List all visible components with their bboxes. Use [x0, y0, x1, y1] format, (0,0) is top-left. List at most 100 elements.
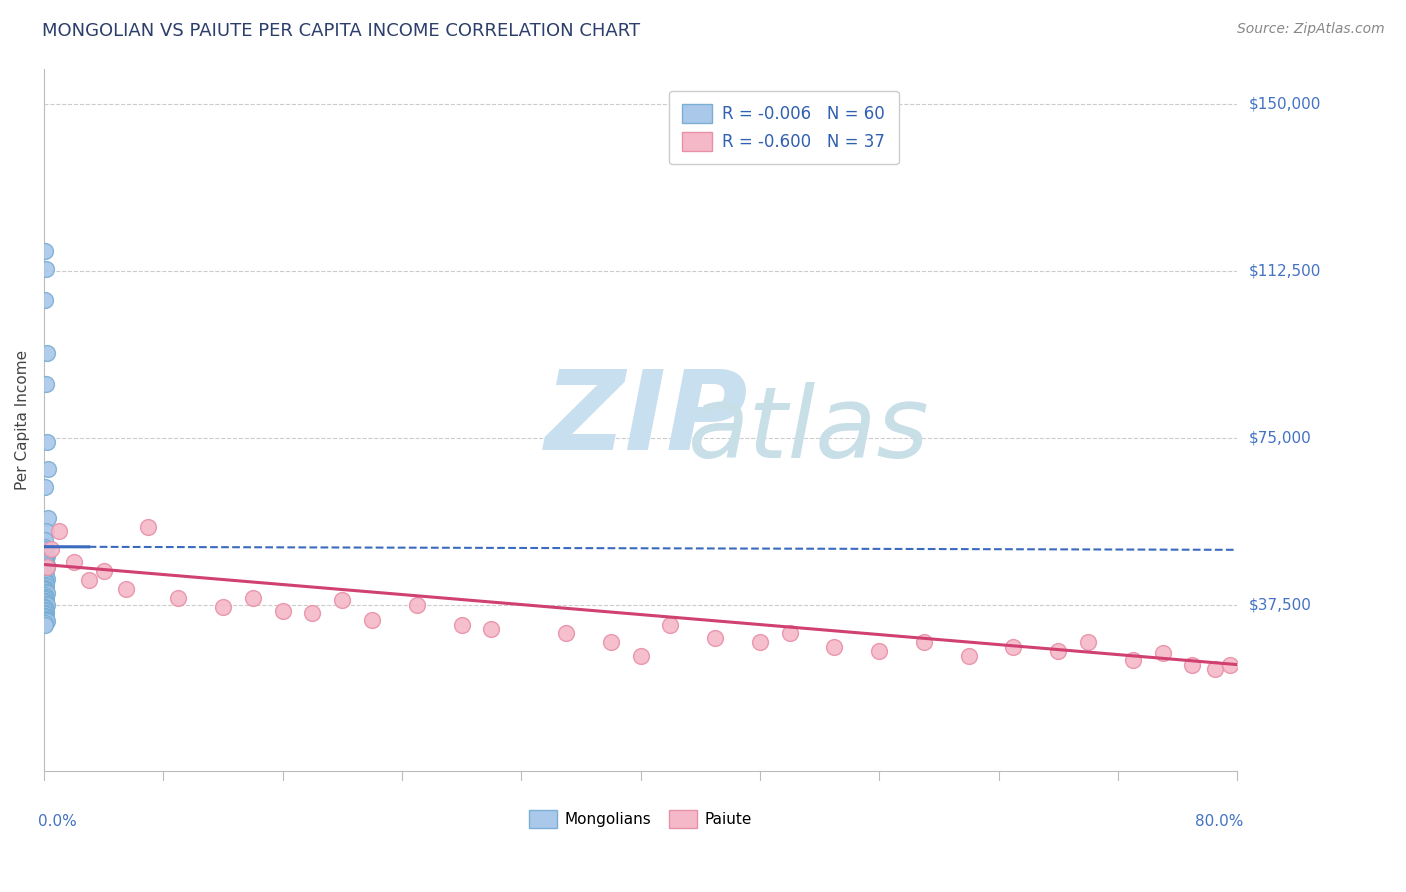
Text: ZIP: ZIP	[546, 367, 748, 474]
Point	[34, 551, 56, 566]
Point	[555, 626, 578, 640]
Point	[34, 570, 56, 584]
Point	[34, 583, 56, 598]
Point	[34, 604, 56, 618]
Point	[136, 519, 159, 533]
Text: atlas: atlas	[689, 382, 929, 479]
Point	[34, 480, 56, 494]
Point	[330, 593, 353, 607]
Point	[912, 635, 935, 649]
Text: $75,000: $75,000	[1249, 430, 1310, 445]
Point	[630, 648, 652, 663]
Point	[34, 576, 56, 591]
Point	[34, 565, 56, 579]
Point	[34, 581, 56, 595]
Point	[1047, 644, 1070, 658]
Point	[37, 462, 59, 476]
Point	[35, 435, 58, 450]
Point	[77, 573, 100, 587]
Point	[212, 599, 235, 614]
Point	[34, 577, 56, 591]
Point	[35, 558, 58, 572]
Point	[34, 244, 56, 258]
Point	[35, 606, 58, 620]
Point	[450, 617, 472, 632]
Point	[37, 510, 59, 524]
Point	[868, 644, 890, 658]
Point	[34, 556, 56, 570]
Point	[35, 591, 58, 605]
Point	[779, 626, 801, 640]
Point	[1219, 657, 1241, 672]
Point	[34, 553, 56, 567]
Point	[34, 582, 56, 596]
Point	[34, 608, 56, 623]
Point	[34, 599, 56, 614]
Point	[35, 599, 58, 613]
Point	[35, 615, 58, 629]
Point	[34, 610, 56, 624]
Point	[34, 293, 56, 307]
Point	[34, 616, 56, 631]
Text: $150,000: $150,000	[1249, 96, 1320, 112]
Point	[34, 612, 56, 626]
Point	[1204, 662, 1226, 676]
Point	[34, 617, 56, 632]
Point	[34, 554, 56, 568]
Y-axis label: Per Capita Income: Per Capita Income	[15, 350, 30, 490]
Legend: Mongolians, Paiute: Mongolians, Paiute	[523, 804, 758, 834]
Point	[34, 546, 56, 560]
Point	[34, 597, 56, 611]
Point	[34, 563, 56, 577]
Point	[93, 564, 115, 578]
Point	[35, 579, 58, 593]
Point	[1152, 647, 1174, 661]
Point	[34, 562, 56, 576]
Text: $112,500: $112,500	[1249, 263, 1320, 278]
Text: 0.0%: 0.0%	[38, 814, 77, 829]
Point	[242, 591, 264, 605]
Point	[35, 524, 58, 538]
Point	[34, 588, 56, 602]
Point	[271, 604, 294, 618]
Text: $37,500: $37,500	[1249, 597, 1312, 612]
Point	[34, 573, 56, 587]
Point	[34, 574, 56, 589]
Point	[957, 648, 980, 663]
Point	[35, 346, 58, 360]
Point	[115, 582, 138, 596]
Point	[479, 622, 502, 636]
Point	[41, 541, 63, 556]
Point	[1122, 653, 1144, 667]
Point	[748, 635, 770, 649]
Point	[37, 559, 59, 574]
Point	[301, 607, 323, 621]
Point	[34, 601, 56, 615]
Point	[34, 603, 56, 617]
Point	[824, 640, 846, 654]
Point	[34, 540, 56, 554]
Point	[62, 555, 84, 569]
Point	[35, 261, 58, 276]
Point	[599, 635, 621, 649]
Text: MONGOLIAN VS PAIUTE PER CAPITA INCOME CORRELATION CHART: MONGOLIAN VS PAIUTE PER CAPITA INCOME CO…	[42, 22, 640, 40]
Point	[35, 613, 58, 627]
Point	[35, 586, 58, 600]
Point	[35, 568, 58, 582]
Point	[34, 585, 56, 599]
Point	[1077, 635, 1099, 649]
Point	[34, 594, 56, 608]
Point	[34, 590, 56, 604]
Point	[34, 595, 56, 609]
Point	[34, 533, 56, 547]
Point	[704, 631, 727, 645]
Point	[405, 598, 427, 612]
Point	[48, 524, 70, 538]
Point	[34, 566, 56, 581]
Point	[35, 549, 58, 563]
Point	[35, 572, 58, 586]
Point	[35, 559, 58, 574]
Point	[167, 591, 190, 605]
Point	[659, 617, 682, 632]
Point	[34, 377, 56, 392]
